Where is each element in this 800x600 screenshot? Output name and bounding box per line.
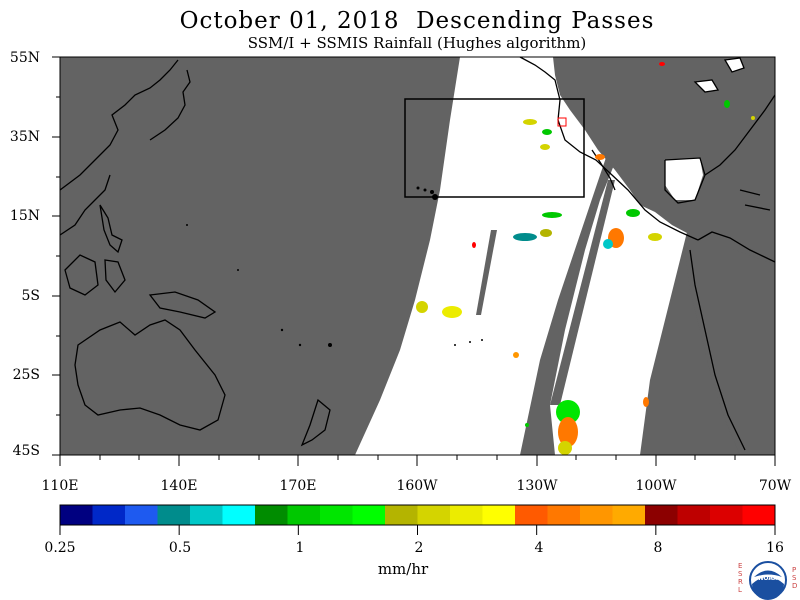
colorbar-swatch — [612, 505, 646, 525]
lon-label: 100W — [635, 478, 677, 494]
map-subtitle: SSM/I + SSMIS Rainfall (Hughes algorithm… — [247, 34, 587, 52]
colorbar-swatch — [645, 505, 678, 525]
colorbar-tick-label: 1 — [295, 540, 305, 556]
lat-label: 5S — [21, 288, 41, 304]
land-north-america — [553, 57, 775, 250]
colorbar-swatch — [255, 505, 288, 525]
colorbar-swatch — [547, 505, 581, 525]
colorbar-tick-label: 8 — [653, 540, 663, 556]
swath-main — [355, 57, 640, 455]
colorbar-tick-label: 16 — [766, 540, 784, 556]
colorbar — [59, 504, 776, 535]
lat-ticks — [52, 56, 60, 456]
lon-ticks — [59, 455, 776, 466]
colorbar-tick-label: 2 — [414, 540, 424, 556]
colorbar-tick-label: 4 — [534, 540, 544, 556]
colorbar-swatch — [320, 505, 353, 525]
great-lakes-valid-data — [695, 80, 718, 92]
colorbar-swatch — [417, 505, 451, 525]
lon-label: 70W — [758, 478, 792, 494]
colorbar-swatch — [677, 505, 711, 525]
land-south-america — [685, 230, 775, 455]
colorbar-units: mm/hr — [377, 560, 429, 578]
lat-label: 25S — [12, 367, 40, 383]
colorbar-swatch — [580, 505, 613, 525]
lon-label: 130W — [516, 478, 558, 494]
great-lakes-valid-data — [725, 58, 744, 72]
colorbar-swatch — [190, 505, 223, 525]
colorbar-swatch — [515, 505, 548, 525]
map-title: October 01, 2018 Descending Passes — [179, 8, 655, 34]
colorbar-swatch — [157, 505, 191, 525]
lat-label: 15N — [9, 208, 40, 224]
colorbar-tick-label: 0.25 — [44, 540, 76, 556]
lon-label: 110E — [41, 478, 79, 494]
swath-gap-strip — [550, 180, 615, 405]
gulf-valid-data — [665, 158, 703, 200]
lon-label: 170E — [279, 478, 317, 494]
colorbar-swatch — [352, 505, 386, 525]
colorbar-swatch — [125, 505, 158, 525]
colorbar-swatch — [385, 505, 418, 525]
region-box — [404, 98, 585, 198]
swath-right — [550, 155, 705, 455]
colorbar-swatch — [287, 505, 321, 525]
colorbar-tick-label: 0.5 — [168, 540, 192, 556]
svg-text:NOAA: NOAA — [758, 575, 778, 582]
colorbar-swatch — [710, 505, 743, 525]
swath-gap-strip — [476, 230, 497, 315]
lat-label: 55N — [9, 50, 40, 66]
colorbar-swatch — [450, 505, 483, 525]
lon-label: 140E — [160, 478, 198, 494]
colorbar-swatch — [92, 505, 126, 525]
colorbar-swatch — [482, 505, 516, 525]
coastlines — [59, 56, 776, 451]
lat-label: 35N — [9, 129, 40, 145]
lat-label: 45S — [12, 443, 40, 459]
lon-label: 160W — [396, 478, 438, 494]
colorbar-swatch — [742, 505, 776, 525]
rainfall-patches — [416, 62, 755, 455]
colorbar-swatch — [222, 505, 256, 525]
colorbar-swatch — [60, 505, 93, 525]
small-red-box — [557, 117, 567, 127]
noaa-emblem-icon: NOAA — [749, 561, 787, 600]
